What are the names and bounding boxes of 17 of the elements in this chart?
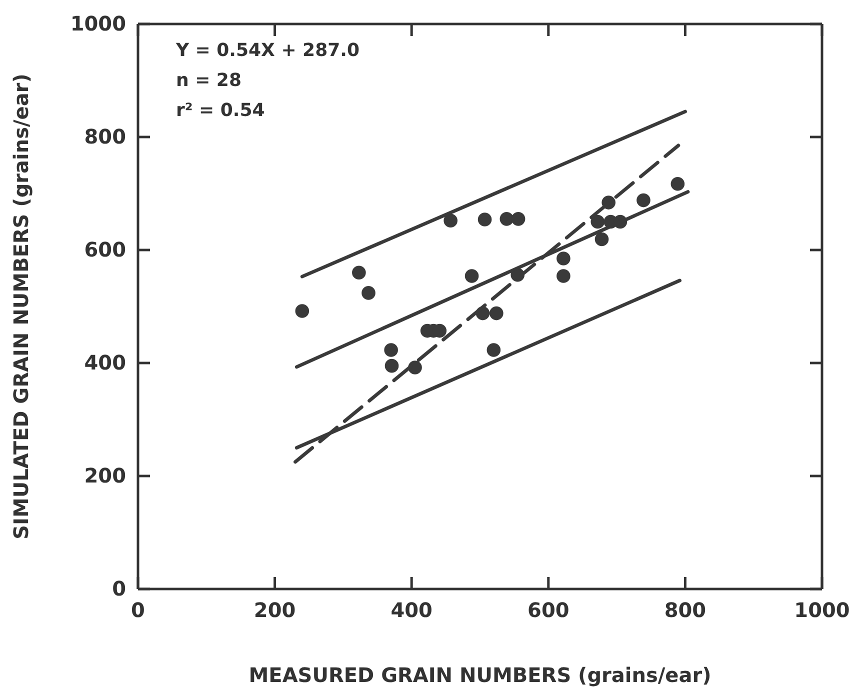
y-tick-label: 1000 [70, 11, 126, 36]
annotation: n = 28 [176, 70, 242, 91]
y-tick-label: 400 [84, 350, 126, 374]
x-tick-label: 400 [390, 598, 432, 622]
x-axis-title: MEASURED GRAIN NUMBERS (grains/ear) [248, 663, 712, 687]
y-tick-label: 600 [84, 237, 126, 262]
y-tick-label: 0 [112, 576, 126, 600]
x-tick-label: 0 [131, 598, 145, 622]
x-tick-label: 600 [528, 598, 570, 622]
y-tick-label: 800 [84, 124, 126, 148]
x-tick-label: 200 [254, 598, 296, 622]
annotation: r² = 0.54 [176, 100, 265, 121]
annotation: Y = 0.54X + 287.0 [175, 40, 360, 61]
y-tick-label: 200 [84, 463, 126, 488]
y-axis-title: SIMULATED GRAIN NUMBERS (grains/ear) [9, 74, 33, 540]
x-tick-label: 1000 [794, 598, 850, 622]
x-tick-label: 800 [664, 598, 706, 622]
